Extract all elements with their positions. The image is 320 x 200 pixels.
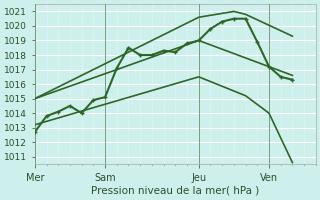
X-axis label: Pression niveau de la mer( hPa ): Pression niveau de la mer( hPa ) [91,186,260,196]
